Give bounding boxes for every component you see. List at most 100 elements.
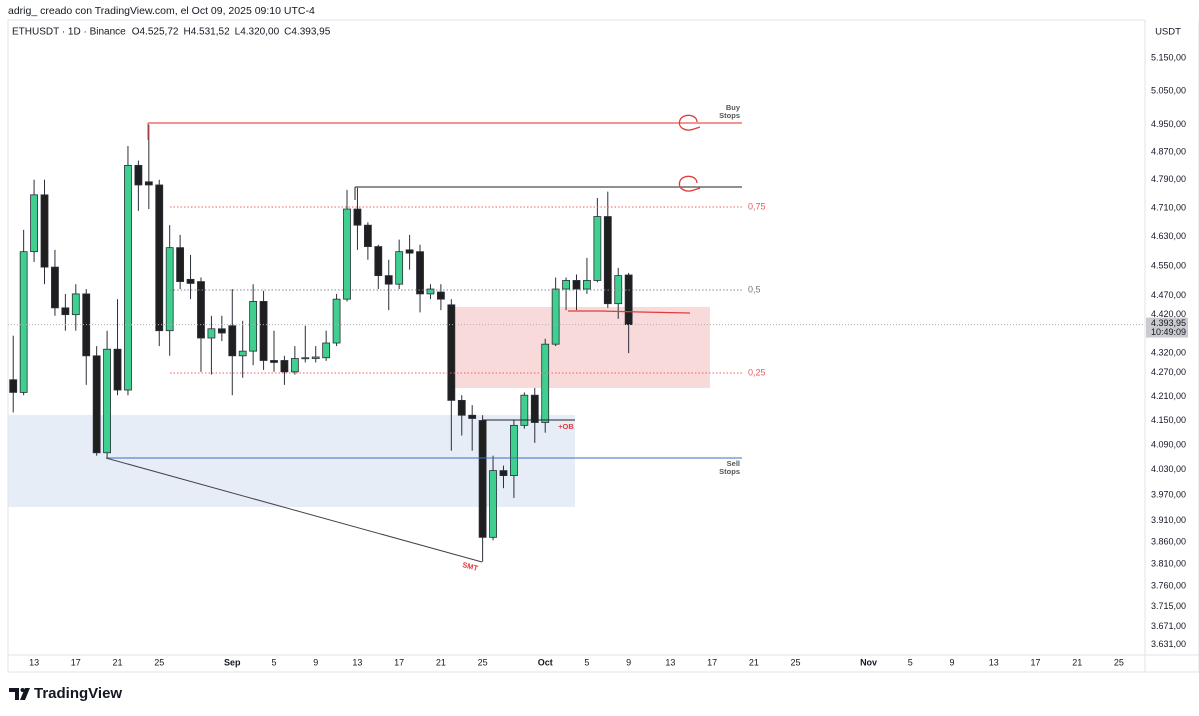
ohlc-key: O [132, 27, 140, 38]
currency: USDT [1155, 27, 1181, 38]
header: adrig_ creado con TradingView.com, el Oc… [8, 5, 315, 17]
ohlc-value: 4.531,52 [191, 27, 230, 38]
y-tick-label: 4.150,00 [1151, 415, 1186, 425]
candle-body [572, 280, 581, 290]
y-tick-label: 4.550,00 [1151, 260, 1186, 270]
candle-body [92, 355, 101, 454]
fib-label: 0,25 [748, 367, 766, 377]
y-tick-label: 5.150,00 [1151, 52, 1186, 62]
x-tick-label: 17 [394, 657, 404, 667]
x-tick-label: 25 [478, 657, 488, 667]
y-tick-label: 3.631,00 [1151, 639, 1186, 649]
smt-line [105, 457, 483, 563]
candle-body [197, 281, 205, 339]
x-tick-label: 5 [271, 657, 276, 667]
y-tick-label: 4.210,00 [1151, 391, 1186, 401]
candle-body [562, 280, 570, 290]
candle-body [165, 247, 174, 332]
x-tick-label: 9 [950, 657, 955, 667]
ohlc-key: C [284, 27, 291, 38]
candle-body [447, 304, 456, 401]
candle-body [103, 348, 111, 454]
x-tick-label: 13 [352, 657, 362, 667]
y-tick-label: 3.760,00 [1151, 581, 1186, 591]
ohlc-key: H [183, 27, 190, 38]
candle-body [603, 216, 612, 305]
x-tick-label: 13 [665, 657, 675, 667]
x-tick-label: Sep [224, 657, 241, 667]
candle-body [395, 251, 404, 285]
hand-line [568, 310, 691, 314]
candle-body [478, 420, 487, 538]
price-tag [1146, 317, 1188, 338]
candle-body [374, 246, 383, 277]
candle-body [19, 251, 28, 393]
x-tick-label: 13 [29, 657, 39, 667]
hand-circle [678, 114, 701, 131]
logo-mark [20, 688, 25, 692]
candle-body [228, 325, 237, 357]
candle-body [489, 470, 497, 538]
annotation: SMT [461, 560, 479, 573]
candle-body [624, 274, 633, 325]
x-tick-label: 25 [1114, 657, 1124, 667]
candle-body [593, 216, 602, 281]
candle-body [436, 291, 445, 300]
y-tick-label: 3.970,00 [1151, 489, 1186, 499]
candles [9, 124, 633, 562]
candle-body [290, 358, 299, 373]
x-tick-label: 17 [71, 657, 81, 667]
y-tick-label: 4.420,00 [1151, 309, 1186, 319]
candle-body [322, 342, 331, 359]
x-tick-label: 21 [749, 657, 759, 667]
candle-body [249, 301, 258, 352]
brand: TradingView [34, 685, 122, 702]
y-tick-label: 3.715,00 [1151, 601, 1186, 611]
candle-body [468, 414, 477, 419]
candle-body [207, 328, 216, 339]
candle-body [301, 357, 310, 360]
annotation: Buy [726, 103, 741, 112]
candle-body [124, 164, 132, 391]
fib-label: 0,75 [748, 201, 766, 211]
candle-body [270, 360, 278, 363]
candle-body [30, 194, 38, 253]
ohlc-value: 4.525,72 [140, 27, 179, 38]
y-tick-label: 4.870,00 [1151, 146, 1186, 156]
candle-body [51, 266, 59, 309]
candle-body [259, 301, 268, 361]
x-tick-label: 21 [1072, 657, 1082, 667]
y-tick-label: 4.030,00 [1151, 464, 1186, 474]
y-tick-label: 4.790,00 [1151, 174, 1186, 184]
annotation: +OB [558, 422, 574, 431]
x-tick-label: 21 [113, 657, 123, 667]
candle-body [113, 348, 122, 391]
logo-mark [9, 688, 19, 700]
candle-body [61, 307, 70, 316]
countdown: 10:49:09 [1151, 327, 1186, 337]
y-tick-label: 4.320,00 [1151, 347, 1186, 357]
candle-body [551, 288, 560, 345]
candle-body [530, 394, 539, 423]
y-tick-label: 5.050,00 [1151, 85, 1186, 95]
y-tick-label: 4.270,00 [1151, 367, 1186, 377]
ohlc-value: 4.320,00 [240, 27, 279, 38]
y-tick-label: 3.860,00 [1151, 536, 1186, 546]
candle-body [40, 194, 49, 268]
candle-body [332, 298, 341, 344]
x-tick-label: Oct [538, 657, 553, 667]
candle-body [280, 360, 289, 373]
supply-zone [452, 307, 710, 388]
x-tick-label: Nov [860, 657, 877, 667]
candle-body [363, 224, 372, 247]
y-tick-label: 3.910,00 [1151, 515, 1186, 525]
candle-body [426, 288, 435, 295]
x-tick-label: 5 [908, 657, 913, 667]
candle-body [71, 293, 80, 316]
y-tick-label: 4.090,00 [1151, 439, 1186, 449]
candle-body [186, 278, 195, 284]
y-tick-label: 4.710,00 [1151, 202, 1186, 212]
fib-label: 0,5 [748, 284, 761, 294]
candle-body [311, 356, 320, 359]
